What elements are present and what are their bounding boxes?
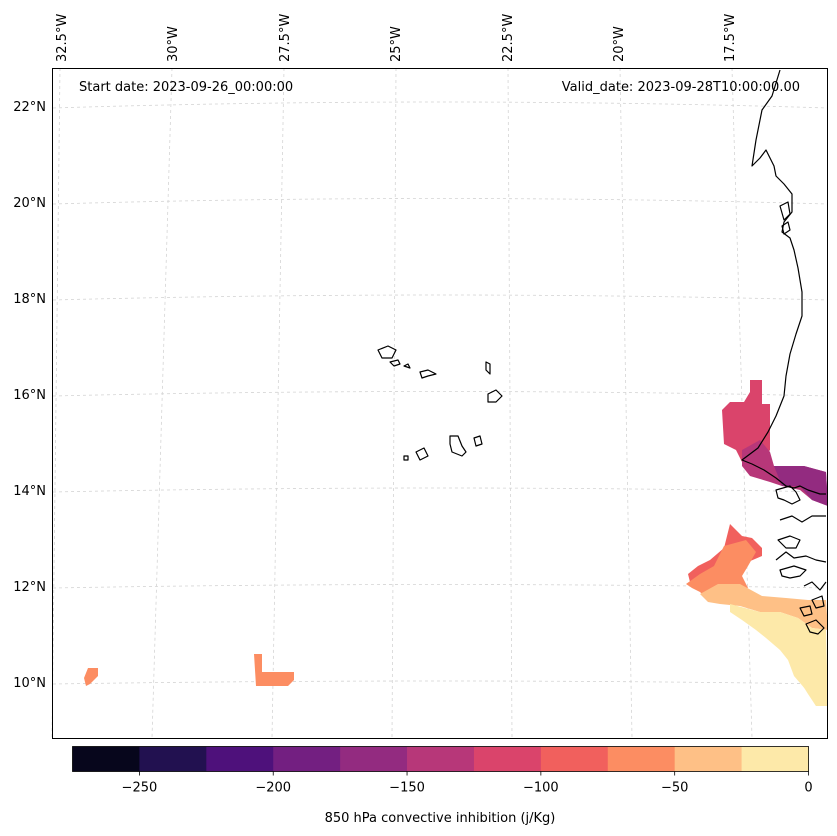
colorbar-tick-label: −250 [122,781,158,796]
colorbar-segment [407,746,475,772]
lon-labels: 32.5°W 30°W 27.5°W 25°W 22.5°W 20°W 17.5… [55,14,738,62]
colorbar-segment [206,746,274,772]
lon-label: 32.5°W [55,14,70,62]
lon-label: 17.5°W [723,14,738,62]
lon-label: 25°W [389,26,404,62]
colorbar-segment [340,746,408,772]
lon-label: 22.5°W [501,14,516,62]
colorbar-frame [72,746,809,772]
lat-label: 22°N [13,100,46,115]
lat-label: 10°N [13,676,46,691]
start-date-label: Start date: 2023-09-26_00:00:00 [79,80,293,95]
colorbar-tick-label: −100 [523,781,559,796]
colorbar-segment [139,746,207,772]
valid-date-label: Valid_date: 2023-09-28T10:00:00.00 [562,80,800,95]
lat-gridlines [52,101,829,685]
cin-shading [84,380,828,706]
colorbar-segment [473,746,542,772]
lat-label: 20°N [13,196,46,211]
colorbar-segment [607,746,676,772]
lon-label: 20°W [612,26,627,62]
colorbar-tick-label: −200 [255,781,291,796]
colorbar-segment [540,746,609,772]
lon-gridlines [51,67,753,739]
colorbar-segment [72,746,140,772]
lat-label: 12°N [13,580,46,595]
colorbar-tick-label: −50 [661,781,688,796]
cin-region-guinea-cream2 [798,648,828,706]
lat-label: 18°N [13,292,46,307]
colorbar-tick-label: 0 [804,781,812,796]
lat-label: 16°N [13,388,46,403]
colorbar-segment [674,746,742,772]
lon-label: 27.5°W [278,14,293,62]
cin-patch-west-a [84,668,98,686]
colorbar-label: 850 hPa convective inhibition (j/Kg) [325,811,556,826]
cin-patch-west-b [254,654,294,686]
colorbar-segment [273,746,341,772]
cin-region-guinea-peach [700,584,828,630]
coastline [377,69,827,635]
lat-label: 14°N [13,484,46,499]
colorbar: −250 −200 −150 −100 −50 0 850 hPa convective … [72,746,813,826]
lon-label: 30°W [166,26,181,62]
colorbar-ticks: −250 −200 −150 −100 −50 0 [122,771,813,796]
map-frame [52,68,828,739]
lat-labels: 22°N 20°N 18°N 16°N 14°N 12°N 10°N [13,100,46,691]
colorbar-tick-label: −150 [389,781,425,796]
colorbar-segments [72,746,809,772]
colorbar-segment [741,746,809,772]
